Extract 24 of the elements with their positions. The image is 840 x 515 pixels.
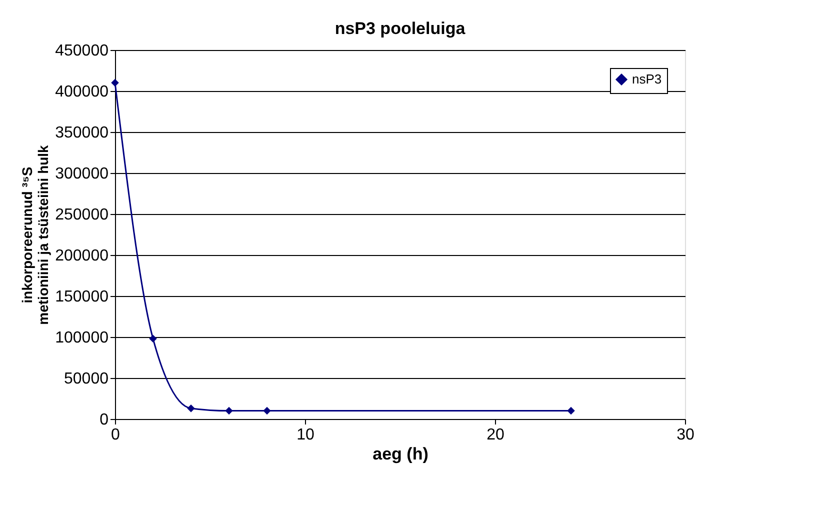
point [187,404,195,412]
y-tick-label: 0 [100,412,109,428]
y-tick-label: 100000 [55,330,109,346]
y-tick-label: 450000 [55,42,109,60]
y-tick-label: 400000 [55,84,109,100]
point [567,406,575,415]
x-tick-label: 20 [486,426,504,444]
point [225,406,233,415]
point [111,78,119,87]
y-axis-title: inkorporeerunud ³⁵S metioniini ja tsüsteiini hulk [19,144,52,325]
y-tick-label: 300000 [55,166,109,182]
y-tick-label: 250000 [55,206,109,224]
x-tick-label: 30 [676,426,694,444]
x-tick-label: 0 [111,426,120,444]
point [149,334,157,343]
x-axis-title: aeg (h) [372,444,428,464]
y-tick-label: 350000 [55,124,109,142]
y-tick-label: 150000 [55,288,109,306]
point [263,406,271,415]
y-tick-label: 50000 [64,370,109,388]
chart-title: nsP3 pooleluiga [334,19,466,38]
legend-label: nsP3 [632,72,662,86]
x-tick-label: 10 [296,426,314,444]
y-tick-label: 200000 [55,248,109,264]
